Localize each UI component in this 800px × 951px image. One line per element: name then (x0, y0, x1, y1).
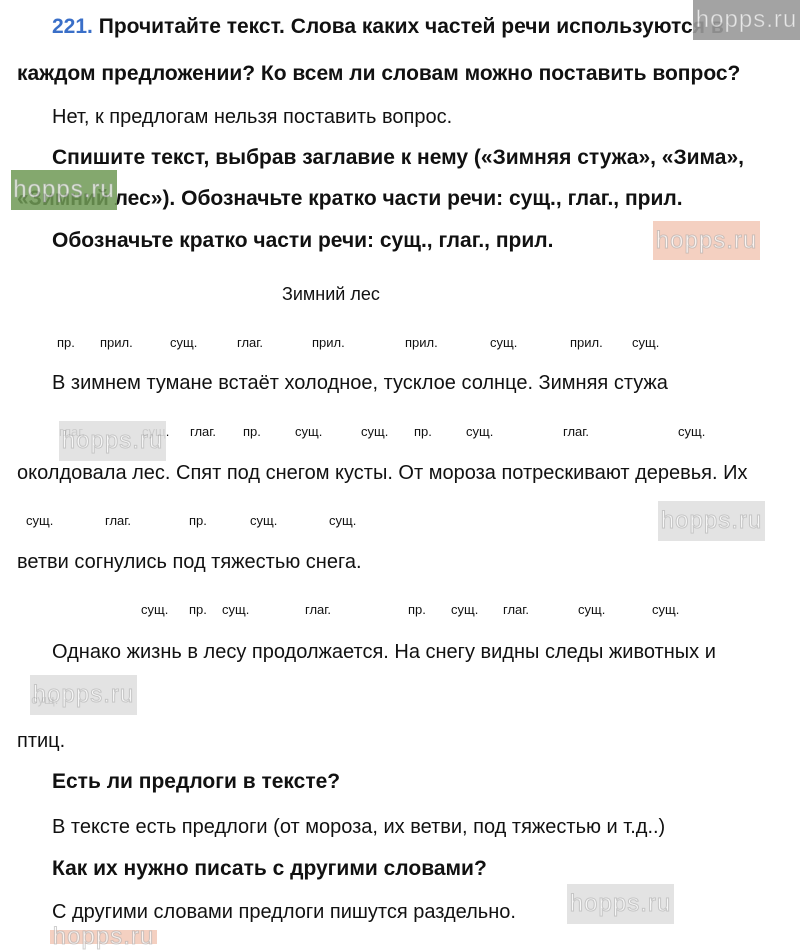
pos-label: глаг. (503, 602, 530, 617)
pos-label: глаг. (237, 335, 264, 350)
pos-label: сущ. (329, 513, 357, 528)
answer-1: Нет, к предлогам нельзя поставить вопрос… (52, 106, 453, 128)
task-heading: 221. Прочитайте текст. Слова каких часте… (52, 15, 724, 39)
text-title: Зимний лес (282, 284, 380, 304)
watermark-logo: hopps.ru (658, 501, 765, 541)
pos-label: сущ. (632, 335, 660, 350)
watermark-logo: hopps.ru (693, 0, 800, 40)
pos-label: пр. (408, 602, 426, 617)
pos-label: сущ. (170, 335, 198, 350)
pos-label: пр. (189, 602, 207, 617)
pos-label: глаг. (105, 513, 132, 528)
answer-question-2: С другими словами предлоги пишутся разде… (52, 901, 516, 923)
text-line: В зимнем тумане встаёт холодное, тусклое… (52, 372, 668, 394)
task-question-line2: каждом предложении? Ко всем ли словам мо… (17, 62, 741, 85)
pos-label: прил. (405, 335, 438, 350)
pos-label: глаг. (190, 424, 217, 439)
pos-label: прил. (100, 335, 133, 350)
text-line: Однако жизнь в лесу продолжается. На сне… (52, 641, 716, 663)
text-line: ветви согнулись под тяжестью снега. (17, 551, 362, 573)
pos-label: сущ. (250, 513, 278, 528)
pos-label: сущ. (295, 424, 323, 439)
pos-label: прил. (312, 335, 345, 350)
instruction-line1: Спишите текст, выбрав заглавие к нему («… (52, 146, 744, 169)
pos-label: пр. (57, 335, 75, 350)
task-question-line1: Прочитайте текст. Слова каких частей реч… (98, 15, 724, 38)
watermark-logo: hopps.ru (59, 421, 166, 461)
pos-label: сущ. (490, 335, 518, 350)
pos-label: сущ. (222, 602, 250, 617)
pos-label: пр. (243, 424, 261, 439)
instruction-line2: «Зимний лес»). Обозначьте кратко части р… (17, 187, 683, 210)
pos-label: пр. (189, 513, 207, 528)
question-2: Как их нужно писать с другими словами? (52, 857, 487, 880)
pos-label: прил. (570, 335, 603, 350)
pos-label: сущ. (652, 602, 680, 617)
text-line: птиц. (17, 730, 66, 752)
instruction-2: Обозначьте кратко части речи: сущ., глаг… (52, 229, 554, 252)
pos-label: сущ. (26, 513, 54, 528)
text-line: околдовала лес. Спят под снегом кусты. О… (17, 462, 748, 484)
answer-question-1: В тексте есть предлоги (от мороза, их ве… (52, 816, 666, 838)
pos-label: глаг. (563, 424, 590, 439)
pos-label: сущ. (361, 424, 389, 439)
task-number: 221. (52, 15, 93, 38)
pos-label: сущ. (578, 602, 606, 617)
watermark-logo: hopps.ru (30, 675, 137, 715)
question-1: Есть ли предлоги в тексте? (52, 770, 341, 793)
watermark-logo: hopps.ru (653, 221, 760, 260)
pos-label: сущ. (141, 602, 169, 617)
pos-label: сущ. (451, 602, 479, 617)
watermark-logo: hopps.ru (50, 923, 157, 951)
pos-label: сущ. (678, 424, 706, 439)
watermark-logo: hopps.ru (567, 884, 674, 924)
watermark-logo: hopps.ru (11, 170, 117, 210)
pos-label: сущ. (466, 424, 494, 439)
pos-label: глаг. (305, 602, 332, 617)
pos-label: пр. (414, 424, 432, 439)
